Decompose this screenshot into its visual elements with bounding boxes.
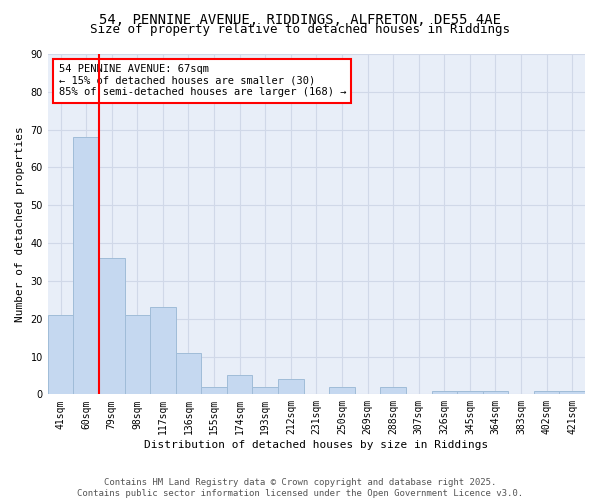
Bar [278, 379, 304, 394]
Bar [48, 315, 73, 394]
Bar [253, 387, 278, 394]
Text: 54, PENNINE AVENUE, RIDDINGS, ALFRETON, DE55 4AE: 54, PENNINE AVENUE, RIDDINGS, ALFRETON, … [99, 12, 501, 26]
Bar [125, 315, 150, 394]
Bar [457, 390, 482, 394]
Text: 54 PENNINE AVENUE: 67sqm
← 15% of detached houses are smaller (30)
85% of semi-d: 54 PENNINE AVENUE: 67sqm ← 15% of detach… [59, 64, 346, 98]
Text: Size of property relative to detached houses in Riddings: Size of property relative to detached ho… [90, 22, 510, 36]
Bar [534, 390, 559, 394]
Bar [176, 352, 201, 395]
Bar [559, 390, 585, 394]
Bar [227, 376, 253, 394]
Bar [482, 390, 508, 394]
Bar [201, 387, 227, 394]
Text: Contains HM Land Registry data © Crown copyright and database right 2025.
Contai: Contains HM Land Registry data © Crown c… [77, 478, 523, 498]
Bar [150, 308, 176, 394]
Y-axis label: Number of detached properties: Number of detached properties [15, 126, 25, 322]
X-axis label: Distribution of detached houses by size in Riddings: Distribution of detached houses by size … [144, 440, 488, 450]
Bar [73, 137, 99, 394]
Bar [380, 387, 406, 394]
Bar [431, 390, 457, 394]
Bar [329, 387, 355, 394]
Bar [99, 258, 125, 394]
